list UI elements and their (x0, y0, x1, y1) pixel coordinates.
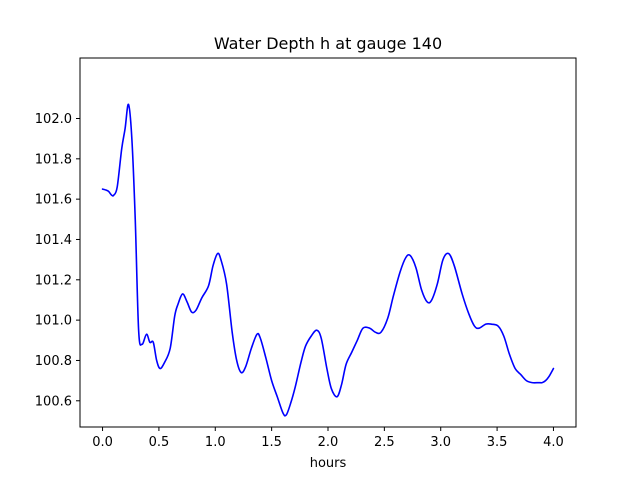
x-axis: 0.0 0.5 1.0 1.5 2.0 2.5 3.0 3.5 4.0 (92, 427, 564, 450)
y-tick-label: 101.8 (35, 152, 72, 167)
x-tick-label: 4.0 (543, 435, 564, 450)
x-tick-label: 1.5 (261, 435, 282, 450)
x-tick-label: 0.5 (149, 435, 170, 450)
plot-area (79, 57, 577, 428)
y-axis: 100.6 100.8 101.0 101.2 101.4 101.6 101.8 102.0 (35, 112, 80, 409)
x-tick-label: 1.0 (205, 435, 226, 450)
x-tick-label: 2.0 (318, 435, 339, 450)
y-tick-label: 101.4 (35, 233, 72, 248)
x-tick-label: 3.0 (430, 435, 451, 450)
y-tick-label: 100.6 (35, 394, 72, 409)
y-tick-label: 100.8 (35, 354, 72, 369)
y-tick-label: 101.2 (35, 273, 72, 288)
y-tick-label: 102.0 (35, 112, 72, 127)
x-axis-label: hours (310, 456, 347, 471)
chart-title: Water Depth h at gauge 140 (214, 34, 442, 53)
x-tick-label: 3.5 (487, 435, 508, 450)
series-line (101, 103, 555, 417)
y-tick-label: 101.6 (35, 193, 72, 208)
x-tick-label: 2.5 (374, 435, 395, 450)
y-tick-label: 101.0 (35, 314, 72, 329)
x-tick-label: 0.0 (92, 435, 113, 450)
